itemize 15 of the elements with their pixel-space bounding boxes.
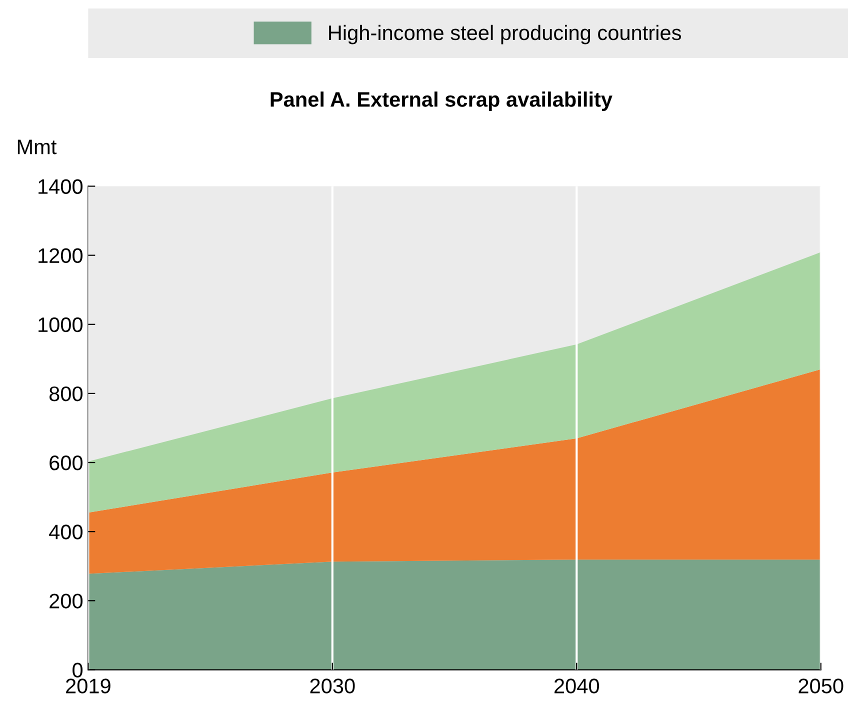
y-tick-label: 0 [72,662,83,678]
chart-title: Panel A. External scrap availability [270,92,612,111]
y-tick-label: 1400 [38,179,83,194]
y-axis-title: Mmt [18,140,57,154]
y-tick-label: 1200 [38,248,83,264]
y-tick-label: 800 [49,386,83,402]
y-tick-label: 400 [49,524,83,540]
y-tick-label: 600 [50,456,83,470]
legend-label: High-income steel producing countries [329,24,681,44]
y-tick-label: 1000 [38,317,83,332]
x-tick-label: 2030 [310,678,355,694]
y-tick-label: 200 [50,594,83,608]
x-tick-label: 2019 [66,678,110,694]
x-tick-label: 2040 [554,678,599,694]
x-tick-label: 2050 [798,678,844,694]
